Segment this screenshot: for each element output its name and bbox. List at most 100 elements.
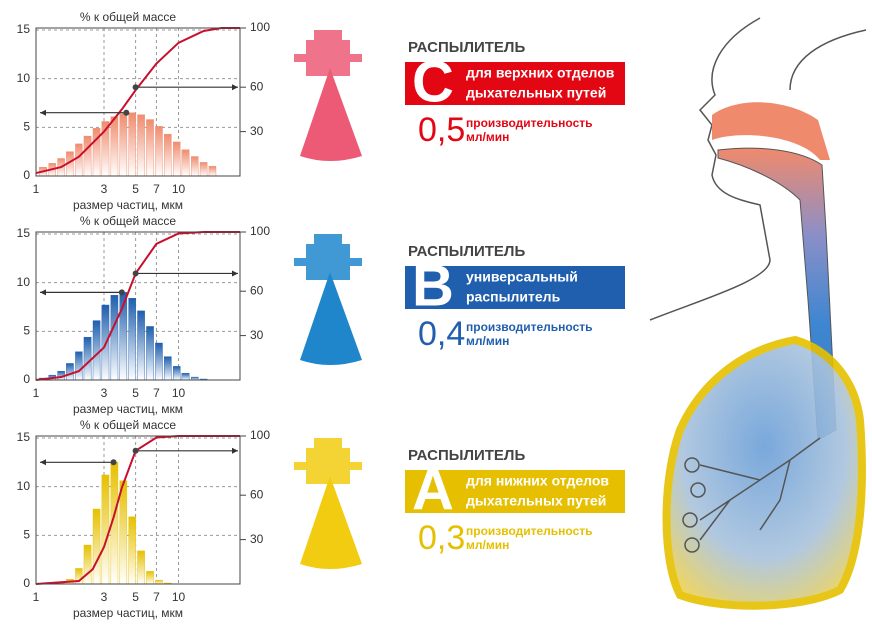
x-tick-label: 5	[132, 182, 139, 196]
rate: 0,5	[418, 111, 465, 149]
y2-tick-label: 30	[250, 532, 264, 546]
x-tick-label: 10	[172, 386, 186, 400]
x-axis-label: размер частиц, мкм	[73, 198, 183, 212]
y-tick-label: 5	[23, 323, 30, 337]
description: для верхних отделов	[466, 65, 615, 81]
y2-tick-label: 60	[250, 79, 264, 93]
rate-label: производительность	[466, 116, 593, 130]
description: для нижних отделов	[466, 473, 609, 489]
bar	[75, 351, 83, 381]
y-tick-label: 5	[23, 119, 30, 133]
plot-frame	[35, 435, 241, 585]
nebulizer-head	[294, 438, 362, 484]
x-tick-label: 1	[33, 386, 40, 400]
bar	[155, 126, 163, 177]
bar	[146, 326, 154, 381]
bar	[110, 295, 119, 381]
rate-unit: мл/мин	[466, 538, 509, 552]
bar	[155, 342, 163, 381]
rate: 0,3	[418, 519, 465, 557]
x-tick-label: 5	[132, 386, 139, 400]
description: дыхательных путей	[466, 85, 606, 101]
nebulizer-cone	[300, 68, 362, 161]
y-tick-label: 15	[17, 430, 31, 444]
chart-title: % к общей массе	[80, 214, 177, 228]
bar	[181, 149, 190, 177]
arrow-head	[40, 459, 46, 466]
chart-title: % к общей массе	[80, 10, 177, 24]
y-tick-label: 0	[23, 372, 30, 386]
bar	[110, 116, 119, 177]
rate-label: производительность	[466, 524, 593, 538]
description: распылитель	[466, 289, 561, 305]
marker-dot	[118, 289, 125, 296]
arrow-head	[40, 109, 46, 116]
y2-tick-label: 30	[250, 328, 264, 342]
x-tick-label: 10	[172, 590, 186, 604]
x-axis-label: размер частиц, мкм	[73, 402, 183, 416]
marker-dot	[132, 447, 139, 454]
description: дыхательных путей	[466, 493, 606, 509]
x-tick-label: 7	[153, 590, 160, 604]
y2-tick-label: 100	[250, 224, 270, 238]
marker-dot	[123, 109, 130, 116]
description: универсальный	[466, 269, 578, 285]
heading: РАСПЫЛИТЕЛЬ	[408, 243, 525, 260]
y-tick-label: 10	[17, 479, 31, 493]
y-tick-label: 0	[23, 168, 30, 182]
bar	[83, 544, 92, 585]
bar	[208, 166, 217, 177]
cumulative-line	[35, 231, 240, 381]
y2-tick-label: 100	[250, 428, 270, 442]
x-tick-label: 5	[132, 590, 139, 604]
arrow-head	[40, 289, 46, 296]
marker-dot	[132, 270, 139, 277]
y-tick-label: 15	[17, 22, 31, 36]
cumulative-line	[35, 435, 240, 585]
x-tick-label: 7	[153, 182, 160, 196]
bar	[181, 372, 190, 381]
letter: C	[412, 49, 454, 114]
bar	[191, 156, 199, 177]
letter: A	[412, 457, 454, 522]
bar	[119, 113, 128, 177]
x-tick-label: 3	[101, 590, 108, 604]
x-axis-label: размер частиц, мкм	[73, 606, 183, 620]
bar	[83, 135, 92, 177]
bar	[128, 298, 136, 381]
bar	[164, 133, 172, 177]
bar	[164, 356, 172, 381]
x-tick-label: 3	[101, 182, 108, 196]
nebulizer-head	[294, 234, 362, 280]
y-tick-label: 5	[23, 527, 30, 541]
chart-title: % к общей массе	[80, 418, 177, 432]
x-tick-label: 1	[33, 590, 40, 604]
letter: B	[412, 253, 454, 318]
rate-unit: мл/мин	[466, 334, 509, 348]
plot-frame	[35, 231, 241, 381]
plot-frame	[35, 27, 241, 177]
bar	[173, 366, 181, 381]
label-band	[405, 266, 625, 309]
human-figure	[649, 17, 867, 610]
bar	[146, 119, 154, 177]
bar	[92, 508, 101, 585]
nebulizer-cone	[300, 476, 362, 569]
bar	[83, 336, 92, 381]
marker-dot	[132, 84, 139, 91]
x-tick-label: 7	[153, 386, 160, 400]
bar	[66, 363, 74, 381]
bar	[137, 550, 145, 585]
heading: РАСПЫЛИТЕЛЬ	[408, 39, 525, 56]
marker-dot	[110, 459, 117, 466]
bar	[75, 143, 83, 177]
y2-tick-label: 60	[250, 487, 264, 501]
rate-label: производительность	[466, 320, 593, 334]
bar	[92, 320, 101, 381]
bar	[137, 114, 145, 177]
arrow-head	[232, 84, 238, 91]
y2-tick-label: 100	[250, 20, 270, 34]
bar	[128, 516, 136, 585]
y2-tick-label: 30	[250, 124, 264, 138]
